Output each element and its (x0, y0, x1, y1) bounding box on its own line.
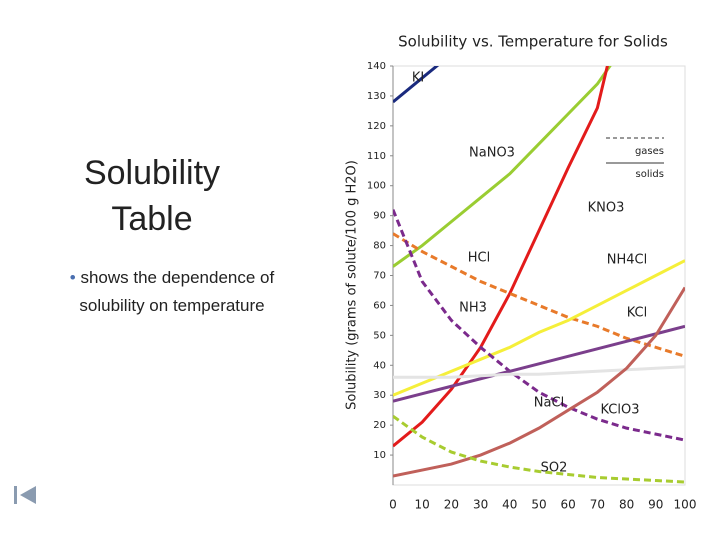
series-line (393, 365, 685, 379)
series-label: KI (412, 71, 424, 86)
slide-title: Solubility Table (83, 154, 221, 238)
series-line (393, 66, 440, 104)
series-line (393, 286, 685, 478)
series-line (393, 324, 685, 403)
x-tick-label: 0 (389, 498, 397, 512)
y-tick-label: 140 (367, 61, 386, 72)
x-tick-label: 20 (444, 498, 459, 512)
x-tick-label: 50 (531, 498, 546, 512)
series-label: SO2 (541, 461, 568, 476)
nav-icon[interactable] (14, 486, 36, 504)
series-label: KCl (627, 306, 648, 321)
series-label: KClO3 (600, 403, 639, 418)
y-tick-label: 120 (367, 121, 386, 132)
series-label: NH3 (459, 301, 487, 316)
y-tick-label: 70 (373, 271, 386, 282)
plot-lines (393, 66, 685, 484)
y-tick-label: 30 (373, 390, 386, 401)
series-line (393, 66, 612, 268)
y-tick-label: 110 (367, 151, 386, 162)
y-tick-label: 20 (373, 420, 386, 431)
y-tick-label: 130 (367, 91, 386, 102)
series-label: NH4Cl (607, 253, 647, 268)
y-tick-label: 90 (373, 211, 386, 222)
x-tick-label: 10 (415, 498, 430, 512)
plot-area (392, 65, 686, 486)
chart-title: Solubility vs. Temperature for Solids (398, 33, 668, 51)
y-tick-label: 40 (373, 360, 386, 371)
legend-label: solids (636, 169, 664, 180)
series-label: KNO3 (588, 201, 625, 216)
series-label: NaNO3 (469, 146, 515, 161)
slide-bullet: shows the dependence of solubility on te… (52, 264, 292, 320)
legend-label: gases (635, 146, 664, 157)
y-tick-label: 80 (373, 241, 386, 252)
series-label: NaCl (534, 396, 564, 411)
series-label: HCl (468, 251, 490, 266)
y-tick-label: 60 (373, 300, 386, 311)
y-tick-label: 50 (373, 330, 386, 341)
series-line (393, 209, 685, 442)
x-tick-label: 100 (674, 498, 697, 512)
x-tick-label: 30 (473, 498, 488, 512)
series-line (393, 259, 685, 397)
x-tick-label: 80 (619, 498, 634, 512)
x-tick-label: 70 (590, 498, 605, 512)
y-tick-label: 100 (367, 181, 386, 192)
series-line (393, 66, 609, 448)
series-line (393, 232, 685, 358)
x-tick-label: 40 (502, 498, 517, 512)
y-axis-label: Solubility (grams of solute/100 g H2O) (345, 160, 360, 410)
y-tick-label: 10 (373, 450, 386, 461)
x-tick-label: 90 (648, 498, 663, 512)
series-line (393, 414, 685, 484)
x-tick-label: 60 (561, 498, 576, 512)
